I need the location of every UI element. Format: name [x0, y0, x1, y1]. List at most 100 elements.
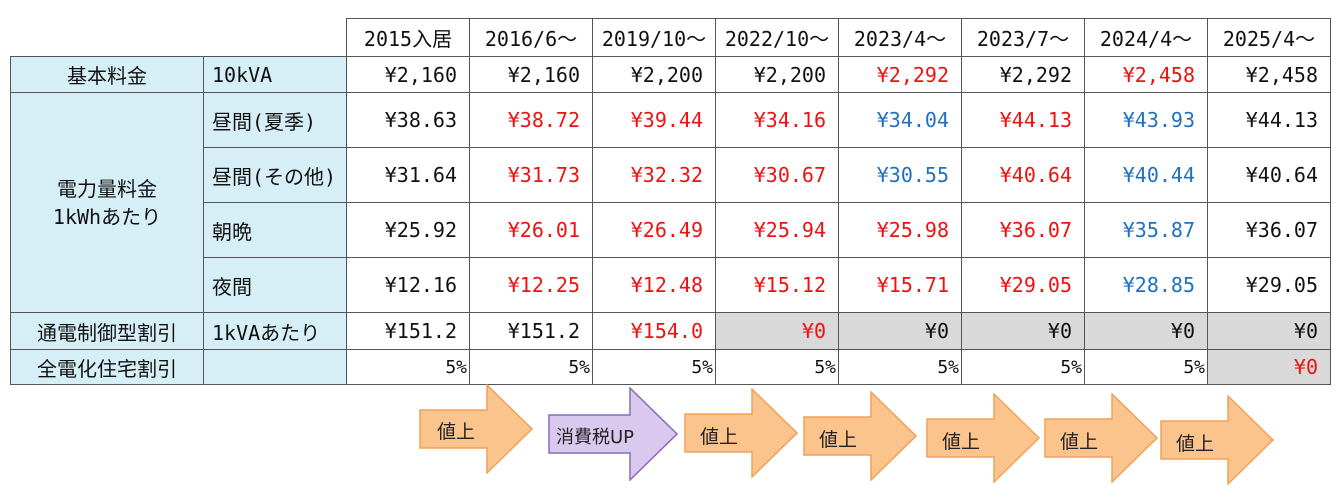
arrow-label: 値上	[437, 421, 476, 443]
value-cell: ¥2,458	[1084, 56, 1208, 93]
sub-label: 朝晩	[203, 202, 347, 258]
value-cell: ¥36.07	[961, 202, 1085, 258]
value-cell: ¥26.49	[592, 202, 716, 258]
value-cell: ¥34.16	[715, 92, 839, 148]
value-cell: ¥38.63	[346, 92, 470, 148]
sub-label: 昼間(その他)	[203, 147, 347, 203]
value-cell: ¥31.73	[469, 147, 593, 203]
column-header: 2023/4～	[838, 18, 962, 57]
arrow-label: 値上	[819, 429, 858, 451]
value-cell: ¥43.93	[1084, 92, 1208, 148]
value-cell: ¥39.44	[592, 92, 716, 148]
column-header: 2019/10～	[592, 18, 716, 57]
value-cell: ¥151.2	[346, 312, 470, 350]
column-header: 2016/6～	[469, 18, 593, 57]
value-cell: ¥2,160	[469, 56, 593, 93]
value-cell: ¥30.55	[838, 147, 962, 203]
arrow-price-up-4: 値上	[926, 393, 1040, 483]
value-cell: 5%	[592, 349, 716, 385]
value-cell: ¥25.92	[346, 202, 470, 258]
value-cell: 5%	[469, 349, 593, 385]
arrow-label: 値上	[1176, 433, 1215, 455]
value-cell: ¥25.98	[838, 202, 962, 258]
table-row-energy-night: 夜間 ¥12.16 ¥12.25 ¥12.48 ¥15.12 ¥15.71 ¥2…	[11, 257, 1331, 313]
table-row-control-discount: 通電制御型割引 1kVAあたり ¥151.2 ¥151.2 ¥154.0 ¥0 …	[10, 312, 1331, 350]
value-cell: ¥40.44	[1084, 147, 1208, 203]
value-cell: ¥38.72	[469, 92, 593, 148]
arrow-label: 消費税UP	[556, 427, 635, 448]
right-arrow-icon	[1044, 393, 1158, 483]
value-cell: ¥29.05	[1207, 257, 1331, 313]
arrow-label: 値上	[700, 426, 739, 448]
blank-cell	[203, 18, 347, 57]
right-arrow-icon	[419, 384, 533, 474]
arrow-price-up-1: 値上	[419, 384, 533, 474]
right-arrow-icon	[548, 387, 678, 481]
category-control-discount: 通電制御型割引	[10, 312, 204, 350]
arrow-tax-up: 消費税UP	[548, 387, 678, 481]
value-cell: ¥35.87	[1084, 202, 1208, 258]
column-header: 2024/4～	[1084, 18, 1208, 57]
right-arrow-icon	[803, 391, 917, 481]
table-row-energy-day-summer: 電力量料金 1kWhあたり 昼間(夏季) ¥38.63 ¥38.72 ¥39.4…	[10, 92, 1331, 313]
value-cell: ¥2,200	[715, 56, 839, 93]
category-energy-fee: 電力量料金 1kWhあたり	[10, 92, 204, 313]
value-cell: ¥25.94	[715, 202, 839, 258]
sub-label: 夜間	[203, 257, 347, 313]
value-cell: ¥29.05	[961, 257, 1085, 313]
right-arrow-icon	[1160, 395, 1274, 485]
header-row: 2015入居 2016/6～ 2019/10～ 2022/10～ 2023/4～…	[10, 18, 1331, 57]
value-cell: ¥31.64	[346, 147, 470, 203]
table-row-energy-morning-evening: 朝晩 ¥25.92 ¥26.01 ¥26.49 ¥25.94 ¥25.98 ¥3…	[11, 202, 1331, 258]
value-cell: ¥15.12	[715, 257, 839, 313]
value-cell: ¥26.01	[469, 202, 593, 258]
arrow-price-up-3: 値上	[803, 391, 917, 481]
value-cell: ¥36.07	[1207, 202, 1331, 258]
right-arrow-icon	[926, 393, 1040, 483]
value-cell: ¥32.32	[592, 147, 716, 203]
value-cell: ¥34.04	[838, 92, 962, 148]
value-cell: ¥12.25	[469, 257, 593, 313]
value-cell: ¥2,458	[1207, 56, 1331, 93]
value-cell: 5%	[715, 349, 839, 385]
value-cell: ¥12.16	[346, 257, 470, 313]
category-energy-line1: 電力量料金	[57, 176, 157, 201]
value-cell: ¥154.0	[592, 312, 716, 350]
value-cell: ¥44.13	[1207, 92, 1331, 148]
category-basic-fee: 基本料金	[10, 56, 204, 93]
value-cell: 5%	[346, 349, 470, 385]
value-cell: ¥40.64	[1207, 147, 1331, 203]
table-row-allelec-discount: 全電化住宅割引 5% 5% 5% 5% 5% 5% 5% ¥0	[10, 349, 1331, 385]
value-cell: ¥0	[1084, 312, 1208, 350]
value-cell: ¥12.48	[592, 257, 716, 313]
category-energy-line2: 1kWhあたり	[52, 204, 162, 229]
right-arrow-icon	[684, 388, 798, 478]
value-cell: ¥0	[838, 312, 962, 350]
table-row-energy-day-other: 昼間(その他) ¥31.64 ¥31.73 ¥32.32 ¥30.67 ¥30.…	[11, 147, 1331, 203]
value-cell: ¥28.85	[1084, 257, 1208, 313]
column-header: 2023/7～	[961, 18, 1085, 57]
value-cell: ¥151.2	[469, 312, 593, 350]
arrow-price-up-5: 値上	[1044, 393, 1158, 483]
value-cell: ¥30.67	[715, 147, 839, 203]
sub-label: 昼間(夏季)	[203, 92, 347, 148]
value-cell: ¥2,292	[838, 56, 962, 93]
category-allelec-discount: 全電化住宅割引	[10, 349, 204, 385]
value-cell: 5%	[961, 349, 1085, 385]
blank-cell	[10, 18, 204, 57]
arrow-price-up-6: 値上	[1160, 395, 1274, 485]
value-cell: ¥15.71	[838, 257, 962, 313]
value-cell: ¥0	[961, 312, 1085, 350]
sub-label	[203, 349, 347, 385]
value-cell: ¥2,292	[961, 56, 1085, 93]
value-cell: ¥0	[1207, 312, 1331, 350]
value-cell: 5%	[1084, 349, 1208, 385]
value-cell: ¥0	[1207, 349, 1331, 385]
value-cell: ¥44.13	[961, 92, 1085, 148]
value-cell: 5%	[838, 349, 962, 385]
table-row-basic: 基本料金 10kVA ¥2,160 ¥2,160 ¥2,200 ¥2,200 ¥…	[10, 56, 1331, 93]
column-header: 2025/4～	[1207, 18, 1331, 57]
value-cell: ¥2,200	[592, 56, 716, 93]
value-cell: ¥40.64	[961, 147, 1085, 203]
sub-label: 10kVA	[203, 56, 347, 93]
